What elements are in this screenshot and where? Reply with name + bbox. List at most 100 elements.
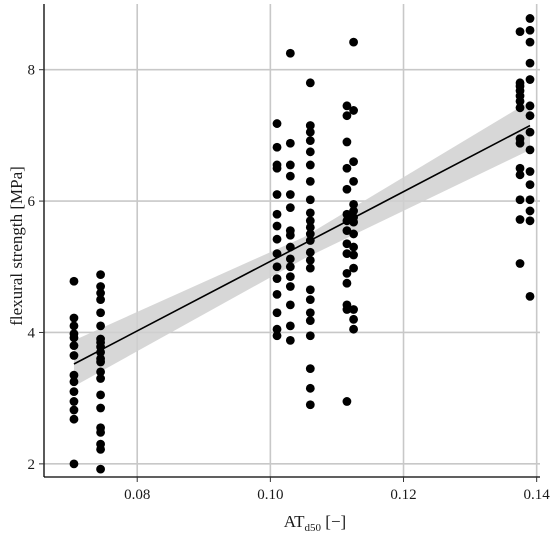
data-point [349,157,358,167]
data-point [515,103,525,113]
data-point [305,255,315,265]
data-point [285,262,295,272]
data-point [69,351,79,360]
data-point [96,427,105,437]
data-point [342,249,352,259]
data-point [305,216,315,226]
data-point [525,195,535,205]
data-point [285,254,295,264]
y-axis-title: flexural strength [MPa] [7,166,26,326]
data-point [305,121,315,130]
data-point [525,206,535,216]
data-point [525,75,535,84]
data-point [272,142,282,152]
data-point [349,314,358,324]
data-point [285,48,295,58]
data-point [525,111,535,121]
data-point [272,289,282,299]
data-point [342,184,352,194]
data-point [305,331,315,341]
y-tick-label: 2 [28,457,36,473]
data-point [69,341,79,351]
data-point [272,262,282,272]
data-point [515,138,525,148]
data-point [515,163,525,173]
data-point [96,295,105,305]
data-point [285,230,295,240]
data-point [96,403,105,413]
data-point [69,459,79,469]
data-point [305,295,315,305]
data-point [515,27,525,36]
data-point [349,324,358,334]
data-point [515,96,525,106]
data-point [525,145,535,155]
data-point [349,305,358,314]
x-axis-title: ATd50 [−] [284,512,346,534]
data-point [515,170,525,180]
x-axis-title-unit: [−] [321,512,346,531]
data-point [69,370,79,380]
data-point [305,160,315,170]
data-point [305,136,315,146]
data-point [342,101,352,111]
data-point [349,206,358,216]
data-point [96,288,105,298]
data-point [349,176,358,186]
data-point [349,106,358,115]
grid [44,4,540,477]
data-point [272,308,282,318]
data-point [96,367,105,377]
data-point [69,276,79,286]
data-point [285,300,295,310]
data-point [342,239,352,249]
data-point [342,137,352,147]
data-point [69,387,79,396]
data-point [525,37,535,47]
data-point [96,357,105,367]
data-point [285,282,295,291]
y-tick-label: 6 [28,194,36,210]
data-points [69,14,535,474]
data-point [285,335,295,345]
data-point [525,101,535,111]
data-point [525,14,535,23]
x-tick-label: 0.08 [124,487,150,503]
data-point [272,234,282,244]
data-point [69,333,79,343]
data-point [525,127,535,137]
data-point [272,221,282,231]
data-point [342,163,352,173]
data-point [305,127,315,137]
data-point [69,405,79,415]
data-point [69,414,79,424]
y-tick-labels: 2 4 6 8 [28,63,36,473]
x-axis-title-main: AT [284,512,305,531]
data-point [525,25,535,35]
data-point [305,208,315,218]
data-point [305,316,315,326]
data-point [515,195,525,205]
data-point [305,308,315,318]
data-point [69,397,79,406]
data-point [285,190,295,199]
data-point [96,390,105,400]
data-point [305,195,315,205]
data-point [69,313,79,323]
data-point [515,215,525,224]
data-point [349,229,358,239]
data-point [285,203,295,213]
data-point [272,190,282,199]
data-point [342,268,352,278]
x-tick-label: 0.12 [390,487,416,503]
data-point [342,111,352,121]
data-point [305,147,315,157]
data-point [525,58,535,68]
data-point [285,138,295,148]
data-point [515,259,525,268]
data-point [305,285,315,295]
data-point [349,217,358,227]
data-point [285,321,295,331]
data-point [305,400,315,410]
